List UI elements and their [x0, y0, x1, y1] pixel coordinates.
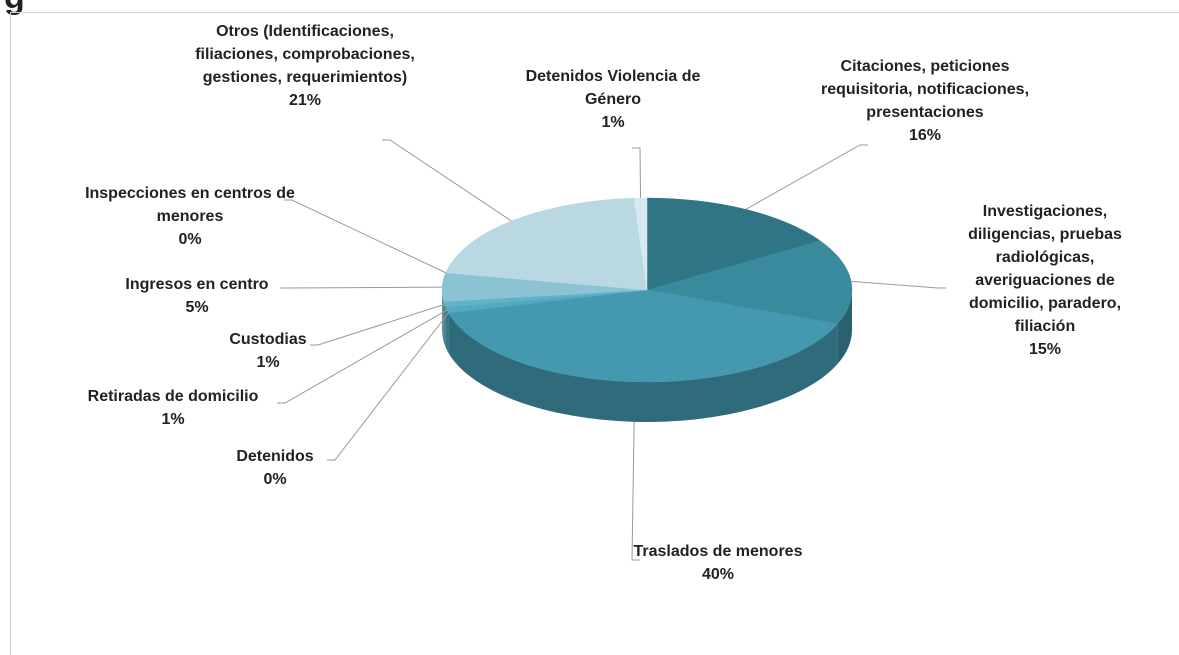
pie-slice-side [448, 312, 838, 422]
data-label: Custodias 1% [198, 328, 338, 374]
pie-slice [646, 197, 821, 291]
leader-line [632, 147, 642, 199]
data-label: Traslados de menores 40% [618, 540, 818, 586]
value-label: 21% [288, 92, 322, 109]
pie-slice [445, 197, 648, 291]
value-label: 15% [1028, 341, 1062, 358]
pie-slice [646, 240, 853, 325]
value-label: 1% [601, 114, 625, 131]
value-label: 40% [701, 566, 735, 583]
category-label: Detenidos Violencia de Género [525, 68, 701, 108]
category-label: Citaciones, peticiones requisitoria, not… [820, 58, 1030, 121]
pie-slice-side [837, 290, 852, 364]
category-label: Traslados de menores [633, 543, 803, 560]
data-label: Citaciones, peticiones requisitoria, not… [820, 55, 1030, 147]
category-label: Ingresos en centro [125, 276, 269, 293]
leader-line [284, 199, 446, 274]
data-label: Detenidos 0% [205, 445, 345, 491]
leader-line [631, 421, 640, 561]
data-label: Detenidos Violencia de Género 1% [498, 65, 728, 134]
pie-slice-side [442, 290, 444, 342]
leader-line [310, 303, 445, 346]
leader-line [745, 144, 868, 210]
value-label: 0% [263, 471, 287, 488]
leader-line [851, 280, 946, 289]
data-label: Retiradas de domicilio 1% [58, 385, 288, 431]
category-label: Investigaciones, diligencias, pruebas ra… [968, 203, 1122, 335]
category-label: Detenidos [236, 448, 314, 465]
leader-line [277, 309, 448, 404]
leader-lines [277, 139, 946, 561]
chart-border [10, 12, 1179, 655]
leader-line [327, 312, 449, 461]
data-label: Investigaciones, diligencias, pruebas ra… [940, 200, 1150, 361]
leader-line [280, 286, 443, 289]
value-label: 1% [161, 411, 185, 428]
leader-line [382, 139, 512, 222]
data-label: Ingresos en centro 5% [97, 273, 297, 319]
value-label: 5% [185, 299, 209, 316]
pie-sides [442, 290, 852, 422]
pie-tops [441, 197, 853, 383]
pie-slice-side [443, 301, 446, 348]
data-label: Otros (Identificaciones, filiaciones, co… [180, 20, 430, 112]
pie-slice [448, 289, 839, 383]
value-label: 16% [908, 127, 942, 144]
pie-slice [633, 197, 648, 291]
value-label: 0% [178, 231, 202, 248]
category-label: Otros (Identificaciones, filiaciones, co… [195, 23, 415, 86]
category-label: Inspecciones en centros de menores [85, 185, 295, 225]
pie-slice-side [445, 307, 449, 353]
category-label: Retiradas de domicilio [87, 388, 259, 405]
value-label: 1% [256, 354, 280, 371]
category-label: Custodias [229, 331, 307, 348]
data-label: Inspecciones en centros de menores 0% [60, 182, 320, 251]
